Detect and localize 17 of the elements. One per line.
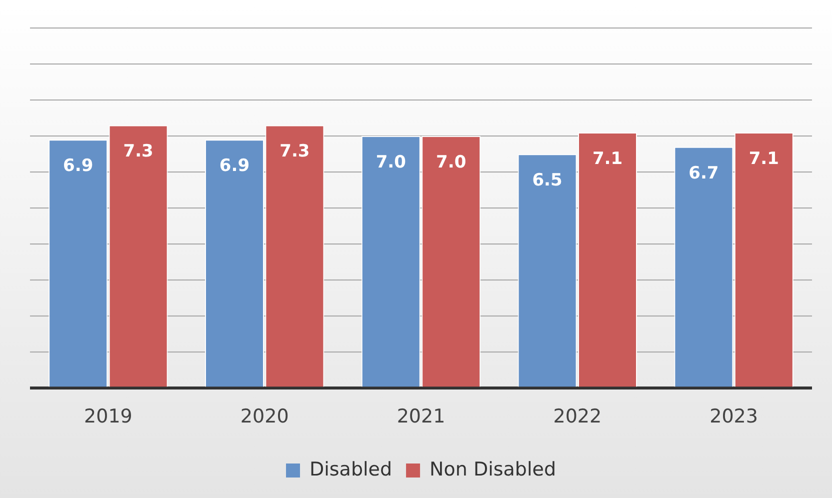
x-tick-label: 2020 — [240, 406, 289, 428]
data-label: 7.1 — [748, 148, 779, 169]
data-label: 7.1 — [592, 148, 623, 169]
data-label: 7.3 — [123, 142, 154, 162]
x-tick-label: 2023 — [710, 406, 758, 428]
x-tick-label: 2019 — [84, 406, 132, 428]
data-label: 7.0 — [376, 152, 406, 172]
x-tick-label: 2021 — [396, 406, 446, 428]
data-label: 7.0 — [436, 152, 466, 172]
data-label: 6.9 — [219, 156, 250, 176]
data-label: 7.3 — [280, 142, 310, 162]
x-tick-label: 2022 — [553, 406, 602, 428]
legend-label: Non Disabled — [430, 458, 556, 480]
legend-label: Disabled — [310, 458, 392, 480]
data-label: 6.7 — [688, 163, 719, 184]
data-label: 6.5 — [532, 170, 562, 190]
data-label: 6.9 — [63, 156, 94, 176]
